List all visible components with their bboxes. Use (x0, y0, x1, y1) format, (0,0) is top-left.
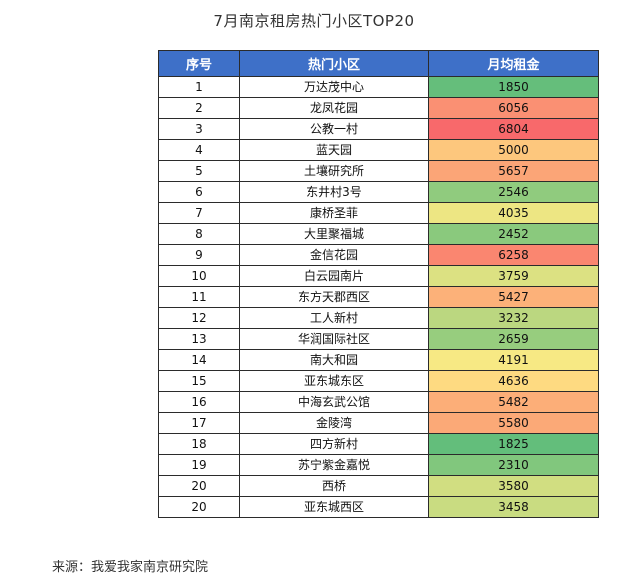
rank-cell: 2 (158, 97, 240, 119)
rank-cell: 8 (158, 223, 240, 245)
source-note: 来源：我爱我家南京研究院 (52, 560, 209, 575)
rent-cell: 5657 (428, 160, 599, 182)
rank-cell: 11 (158, 286, 240, 308)
table-row: 11 东方天郡西区 5427 (158, 286, 599, 308)
community-cell: 四方新村 (239, 433, 429, 455)
rank-cell: 17 (158, 412, 240, 434)
community-cell: 金陵湾 (239, 412, 429, 434)
rent-cell: 2546 (428, 181, 599, 203)
community-cell: 龙凤花园 (239, 97, 429, 119)
table-row: 1 万达茂中心 1850 (158, 76, 599, 98)
table-row: 7 康桥圣菲 4035 (158, 202, 599, 224)
rent-cell: 4636 (428, 370, 599, 392)
table-body: 1 万达茂中心 1850 2 龙凤花园 6056 3 公教一村 6804 4 蓝天园 5000 5 土壤研… (158, 76, 599, 518)
table-row: 2 龙凤花园 6056 (158, 97, 599, 119)
table-header-row: 序号 热门小区 月均租金 (158, 50, 599, 77)
header-community: 热门小区 (239, 50, 429, 77)
rent-cell: 3458 (428, 496, 599, 518)
table-row: 6 东井村3号 2546 (158, 181, 599, 203)
rank-cell: 13 (158, 328, 240, 350)
rent-cell: 5000 (428, 139, 599, 161)
community-cell: 万达茂中心 (239, 76, 429, 98)
table-row: 13 华润国际社区 2659 (158, 328, 599, 350)
table-row: 3 公教一村 6804 (158, 118, 599, 140)
community-cell: 蓝天园 (239, 139, 429, 161)
rent-cell: 1850 (428, 76, 599, 98)
rank-cell: 5 (158, 160, 240, 182)
rent-cell: 3232 (428, 307, 599, 329)
table-row: 4 蓝天园 5000 (158, 139, 599, 161)
rank-cell: 14 (158, 349, 240, 371)
rent-ranking-table: 序号 热门小区 月均租金 1 万达茂中心 1850 2 龙凤花园 6056 3 公教一村 680… (158, 50, 599, 518)
rent-cell: 4191 (428, 349, 599, 371)
rent-cell: 6258 (428, 244, 599, 266)
table-row: 14 南大和园 4191 (158, 349, 599, 371)
header-rank: 序号 (158, 50, 240, 77)
rent-cell: 2310 (428, 454, 599, 476)
rank-cell: 1 (158, 76, 240, 98)
rank-cell: 12 (158, 307, 240, 329)
community-cell: 亚东城东区 (239, 370, 429, 392)
rent-cell: 1825 (428, 433, 599, 455)
rank-cell: 10 (158, 265, 240, 287)
table-row: 12 工人新村 3232 (158, 307, 599, 329)
table-row: 8 大里聚福城 2452 (158, 223, 599, 245)
community-cell: 金信花园 (239, 244, 429, 266)
table-row: 17 金陵湾 5580 (158, 412, 599, 434)
rank-cell: 15 (158, 370, 240, 392)
community-cell: 东方天郡西区 (239, 286, 429, 308)
community-cell: 公教一村 (239, 118, 429, 140)
table-row: 18 四方新村 1825 (158, 433, 599, 455)
table-row: 10 白云园南片 3759 (158, 265, 599, 287)
community-cell: 中海玄武公馆 (239, 391, 429, 413)
community-cell: 工人新村 (239, 307, 429, 329)
community-cell: 康桥圣菲 (239, 202, 429, 224)
rank-cell: 20 (158, 475, 240, 497)
header-rent: 月均租金 (428, 50, 599, 77)
community-cell: 西桥 (239, 475, 429, 497)
rent-cell: 4035 (428, 202, 599, 224)
community-cell: 华润国际社区 (239, 328, 429, 350)
rent-cell: 3759 (428, 265, 599, 287)
rent-cell: 6804 (428, 118, 599, 140)
rent-cell: 5580 (428, 412, 599, 434)
rent-cell: 5427 (428, 286, 599, 308)
table-row: 5 土壤研究所 5657 (158, 160, 599, 182)
table-row: 20 西桥 3580 (158, 475, 599, 497)
rent-cell: 3580 (428, 475, 599, 497)
rank-cell: 20 (158, 496, 240, 518)
rent-cell: 5482 (428, 391, 599, 413)
rent-cell: 2452 (428, 223, 599, 245)
rank-cell: 3 (158, 118, 240, 140)
table-row: 16 中海玄武公馆 5482 (158, 391, 599, 413)
rank-cell: 7 (158, 202, 240, 224)
rank-cell: 9 (158, 244, 240, 266)
rank-cell: 19 (158, 454, 240, 476)
community-cell: 白云园南片 (239, 265, 429, 287)
rank-cell: 18 (158, 433, 240, 455)
table-row: 20 亚东城西区 3458 (158, 496, 599, 518)
community-cell: 亚东城西区 (239, 496, 429, 518)
rent-cell: 6056 (428, 97, 599, 119)
chart-title: 7月南京租房热门小区TOP20 (213, 12, 415, 30)
table-row: 15 亚东城东区 4636 (158, 370, 599, 392)
table-row: 19 苏宁紫金嘉悦 2310 (158, 454, 599, 476)
table-row: 9 金信花园 6258 (158, 244, 599, 266)
rank-cell: 4 (158, 139, 240, 161)
rank-cell: 6 (158, 181, 240, 203)
community-cell: 大里聚福城 (239, 223, 429, 245)
community-cell: 土壤研究所 (239, 160, 429, 182)
rent-cell: 2659 (428, 328, 599, 350)
rank-cell: 16 (158, 391, 240, 413)
community-cell: 东井村3号 (239, 181, 429, 203)
community-cell: 苏宁紫金嘉悦 (239, 454, 429, 476)
community-cell: 南大和园 (239, 349, 429, 371)
